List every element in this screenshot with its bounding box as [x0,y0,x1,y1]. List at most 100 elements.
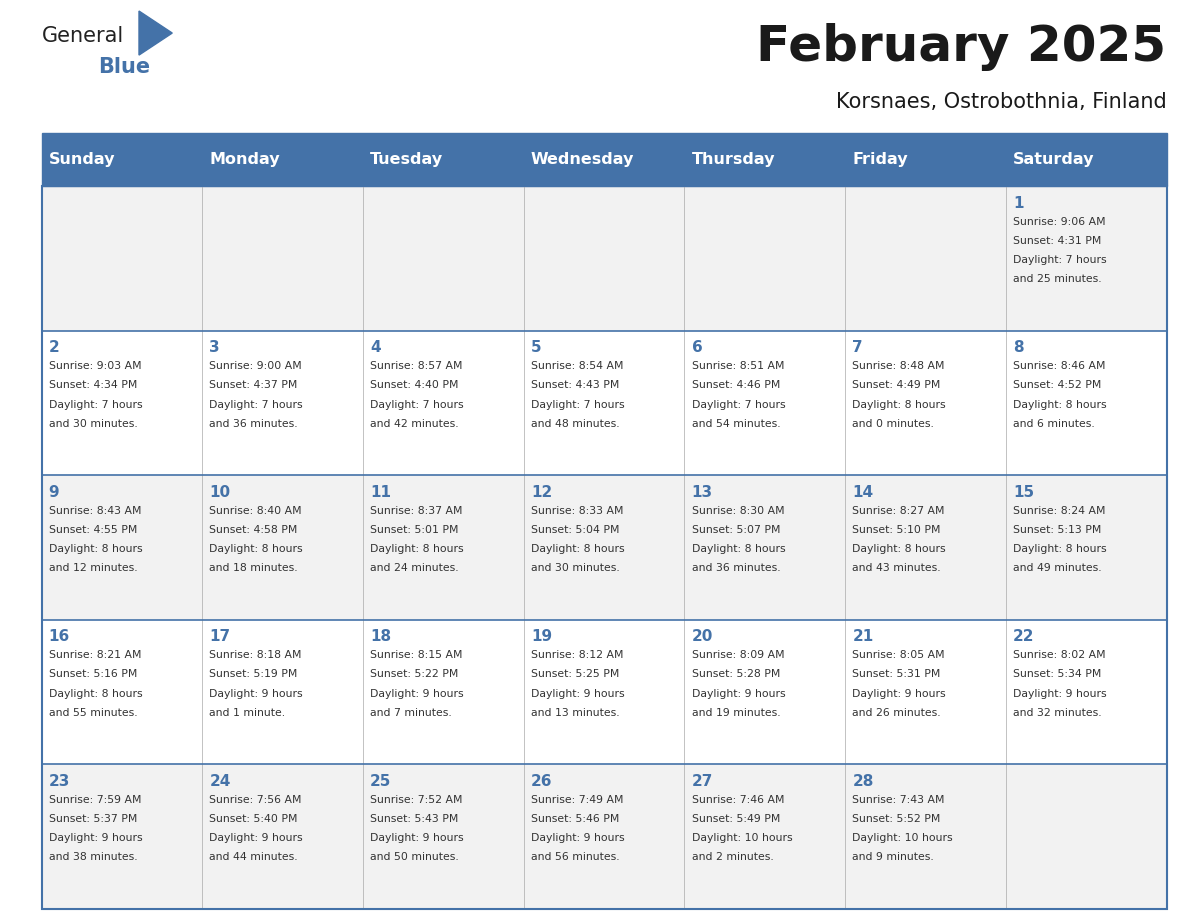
Text: 8: 8 [1013,340,1024,355]
Text: and 24 minutes.: and 24 minutes. [371,564,459,574]
Text: Daylight: 7 hours: Daylight: 7 hours [371,399,463,409]
Text: Daylight: 8 hours: Daylight: 8 hours [531,544,625,554]
Text: Daylight: 8 hours: Daylight: 8 hours [1013,399,1107,409]
Text: Daylight: 10 hours: Daylight: 10 hours [852,834,953,843]
Text: Daylight: 7 hours: Daylight: 7 hours [49,399,143,409]
Text: Sunrise: 8:54 AM: Sunrise: 8:54 AM [531,361,624,371]
Text: Daylight: 9 hours: Daylight: 9 hours [209,834,303,843]
Polygon shape [139,11,172,55]
Bar [42,620,1167,765]
Text: Sunrise: 7:49 AM: Sunrise: 7:49 AM [531,795,624,804]
Text: Daylight: 7 hours: Daylight: 7 hours [691,399,785,409]
Text: Daylight: 8 hours: Daylight: 8 hours [1013,544,1107,554]
Text: 4: 4 [371,340,381,355]
Text: 20: 20 [691,629,713,644]
Bar [42,133,1167,186]
Text: 5: 5 [531,340,542,355]
Text: Daylight: 9 hours: Daylight: 9 hours [691,688,785,699]
Text: 11: 11 [371,485,391,499]
Text: and 36 minutes.: and 36 minutes. [209,419,298,429]
Text: Sunset: 5:37 PM: Sunset: 5:37 PM [49,814,137,823]
Text: Sunset: 4:31 PM: Sunset: 4:31 PM [1013,236,1101,246]
Text: 16: 16 [49,629,70,644]
Text: Sunset: 5:22 PM: Sunset: 5:22 PM [371,669,459,679]
Text: 18: 18 [371,629,391,644]
Text: 13: 13 [691,485,713,499]
Text: Daylight: 8 hours: Daylight: 8 hours [209,544,303,554]
Text: Sunset: 4:46 PM: Sunset: 4:46 PM [691,380,781,390]
Text: Wednesday: Wednesday [531,152,634,167]
Text: 3: 3 [209,340,220,355]
Text: and 13 minutes.: and 13 minutes. [531,708,619,718]
Text: and 36 minutes.: and 36 minutes. [691,564,781,574]
Text: and 26 minutes.: and 26 minutes. [852,708,941,718]
Text: and 55 minutes.: and 55 minutes. [49,708,138,718]
Text: Sunset: 4:37 PM: Sunset: 4:37 PM [209,380,298,390]
Text: Tuesday: Tuesday [371,152,443,167]
Text: Daylight: 9 hours: Daylight: 9 hours [852,688,946,699]
Text: Sunrise: 7:59 AM: Sunrise: 7:59 AM [49,795,141,804]
Text: Daylight: 8 hours: Daylight: 8 hours [49,544,143,554]
Text: and 43 minutes.: and 43 minutes. [852,564,941,574]
Text: Daylight: 8 hours: Daylight: 8 hours [852,544,946,554]
Text: Sunset: 4:58 PM: Sunset: 4:58 PM [209,525,298,535]
Text: 26: 26 [531,774,552,789]
Bar [42,186,1167,330]
Text: Sunrise: 8:27 AM: Sunrise: 8:27 AM [852,506,944,516]
Text: Sunrise: 7:56 AM: Sunrise: 7:56 AM [209,795,302,804]
Text: Daylight: 7 hours: Daylight: 7 hours [209,399,303,409]
Text: Sunset: 5:40 PM: Sunset: 5:40 PM [209,814,298,823]
Text: 17: 17 [209,629,230,644]
Text: Blue: Blue [99,57,151,77]
Text: and 19 minutes.: and 19 minutes. [691,708,781,718]
Text: Sunrise: 8:40 AM: Sunrise: 8:40 AM [209,506,302,516]
Text: Daylight: 9 hours: Daylight: 9 hours [49,834,143,843]
Text: and 7 minutes.: and 7 minutes. [371,708,451,718]
Text: 24: 24 [209,774,230,789]
Text: Korsnaes, Ostrobothnia, Finland: Korsnaes, Ostrobothnia, Finland [836,92,1167,112]
Text: Sunrise: 8:48 AM: Sunrise: 8:48 AM [852,361,944,371]
Text: 10: 10 [209,485,230,499]
Text: Sunday: Sunday [49,152,115,167]
Text: Sunrise: 9:06 AM: Sunrise: 9:06 AM [1013,217,1106,227]
Text: Daylight: 8 hours: Daylight: 8 hours [852,399,946,409]
Text: Sunset: 4:49 PM: Sunset: 4:49 PM [852,380,941,390]
Text: Daylight: 10 hours: Daylight: 10 hours [691,834,792,843]
Text: Daylight: 9 hours: Daylight: 9 hours [1013,688,1107,699]
Text: Sunrise: 8:09 AM: Sunrise: 8:09 AM [691,650,784,660]
Bar [42,330,1167,476]
Text: and 18 minutes.: and 18 minutes. [209,564,298,574]
Text: 25: 25 [371,774,392,789]
Text: and 6 minutes.: and 6 minutes. [1013,419,1095,429]
Text: 1: 1 [1013,196,1024,210]
Bar [42,186,1167,909]
Text: and 42 minutes.: and 42 minutes. [371,419,459,429]
Text: and 0 minutes.: and 0 minutes. [852,419,934,429]
Text: Sunset: 5:43 PM: Sunset: 5:43 PM [371,814,459,823]
Text: Sunset: 4:43 PM: Sunset: 4:43 PM [531,380,619,390]
Text: Sunrise: 8:21 AM: Sunrise: 8:21 AM [49,650,141,660]
Text: and 2 minutes.: and 2 minutes. [691,853,773,862]
Text: Sunrise: 8:51 AM: Sunrise: 8:51 AM [691,361,784,371]
Bar [42,765,1167,909]
Text: Saturday: Saturday [1013,152,1094,167]
Text: Sunrise: 9:00 AM: Sunrise: 9:00 AM [209,361,302,371]
Text: 22: 22 [1013,629,1035,644]
Text: 12: 12 [531,485,552,499]
Text: Sunset: 5:19 PM: Sunset: 5:19 PM [209,669,298,679]
Text: Sunrise: 8:15 AM: Sunrise: 8:15 AM [371,650,462,660]
Text: Sunset: 4:55 PM: Sunset: 4:55 PM [49,525,137,535]
Text: Sunset: 4:52 PM: Sunset: 4:52 PM [1013,380,1101,390]
Text: General: General [42,26,124,46]
Text: Sunset: 5:07 PM: Sunset: 5:07 PM [691,525,781,535]
Text: Daylight: 9 hours: Daylight: 9 hours [531,834,625,843]
Text: Daylight: 9 hours: Daylight: 9 hours [531,688,625,699]
Text: and 30 minutes.: and 30 minutes. [531,564,620,574]
Text: Daylight: 9 hours: Daylight: 9 hours [209,688,303,699]
Text: and 30 minutes.: and 30 minutes. [49,419,138,429]
Text: Sunrise: 8:43 AM: Sunrise: 8:43 AM [49,506,141,516]
Text: Sunrise: 7:43 AM: Sunrise: 7:43 AM [852,795,944,804]
Text: 2: 2 [49,340,59,355]
Text: Sunrise: 8:05 AM: Sunrise: 8:05 AM [852,650,944,660]
Text: Sunset: 4:34 PM: Sunset: 4:34 PM [49,380,137,390]
